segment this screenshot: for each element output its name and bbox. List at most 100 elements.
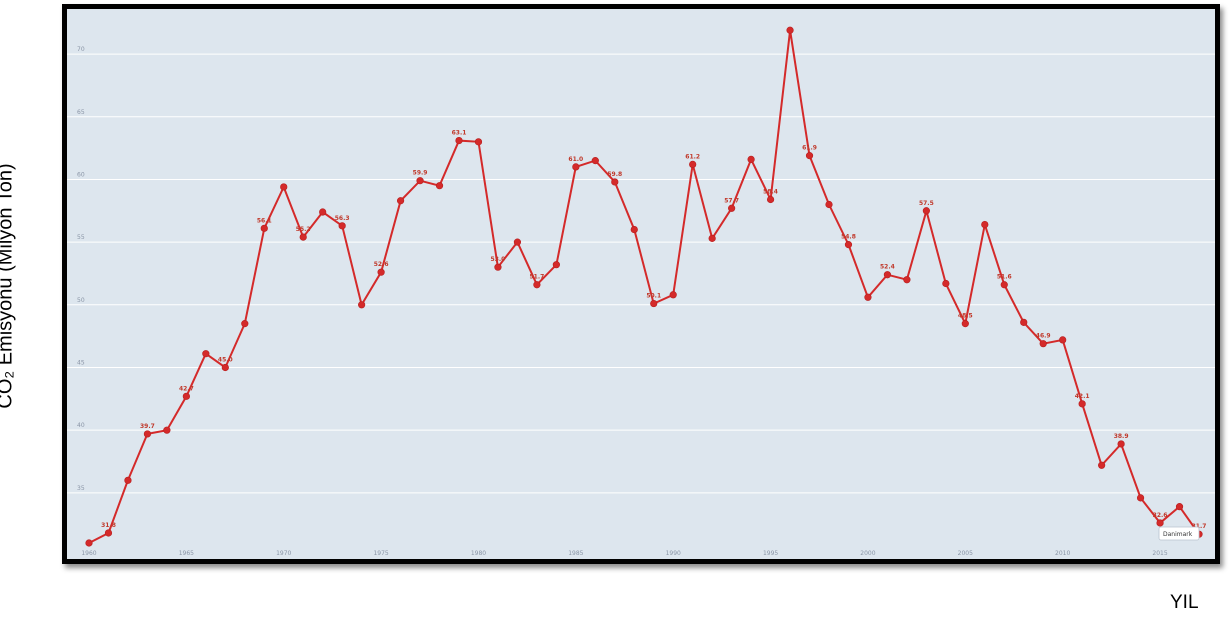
x-tick-label: 1985	[568, 550, 583, 557]
y-tick-label: 40	[77, 422, 85, 429]
x-tick-label: 1980	[471, 550, 486, 557]
data-point	[1117, 440, 1125, 448]
data-label: 50.1	[646, 293, 661, 300]
data-label: 54.8	[841, 234, 856, 241]
data-point	[981, 220, 989, 229]
data-point	[533, 281, 541, 289]
data-point	[630, 225, 638, 234]
data-point	[922, 207, 930, 215]
data-point	[377, 268, 385, 276]
x-tick-label: 1995	[763, 550, 778, 557]
data-label: 59.8	[607, 171, 622, 178]
y-tick-label: 70	[77, 46, 85, 53]
data-point	[689, 160, 697, 168]
data-labels: 31.8 39.7 42.7 45.0 56.1 55.2 56.3 52.6 59.9 63.1…	[101, 130, 1206, 531]
x-tick-label: 2005	[958, 550, 973, 557]
data-point	[182, 392, 190, 400]
data-point	[572, 163, 580, 171]
data-label: 31.7	[1192, 523, 1207, 530]
y-tick-label: 55	[77, 234, 85, 241]
data-label: 32.6	[1153, 512, 1168, 519]
y-tick-label: 35	[77, 485, 85, 492]
data-label: 61.0	[568, 156, 583, 163]
data-point	[1000, 281, 1008, 289]
data-label: 56.1	[257, 217, 272, 224]
data-point	[85, 539, 93, 547]
data-point	[1059, 336, 1067, 344]
data-label: 57.7	[724, 197, 739, 204]
data-point	[124, 476, 132, 484]
data-point	[221, 363, 229, 372]
data-point	[1175, 503, 1184, 511]
data-label: 63.1	[452, 130, 467, 137]
data-point	[552, 261, 560, 269]
plot-background	[67, 9, 1215, 559]
legend-box	[1158, 526, 1200, 541]
x-tick-label: 2000	[860, 550, 875, 557]
data-point	[143, 430, 152, 438]
data-point	[202, 350, 210, 358]
y-tick-label: 65	[77, 109, 85, 116]
x-tick-label: 1960	[81, 550, 96, 557]
legend: Danimark	[1158, 526, 1200, 541]
line-chart: 35 40 45 50 55 60 65 70 1960 1965 1970 1975 1980 198…	[67, 9, 1215, 559]
data-point	[903, 276, 911, 284]
data-point	[1136, 494, 1145, 502]
data-label: 48.5	[958, 313, 973, 320]
data-label: 58.4	[763, 188, 778, 195]
y-tick-label: 50	[77, 297, 85, 304]
data-point	[591, 157, 599, 165]
data-point	[338, 222, 346, 230]
data-point	[474, 138, 483, 146]
data-point	[805, 152, 814, 160]
data-label: 59.9	[413, 170, 428, 177]
data-point	[358, 301, 366, 309]
data-point	[1156, 519, 1164, 527]
data-label: 38.9	[1114, 433, 1129, 440]
data-point	[942, 279, 950, 288]
gridlines	[67, 53, 1215, 494]
data-label: 31.8	[101, 522, 116, 529]
data-label: 42.7	[179, 385, 194, 392]
data-point	[396, 197, 405, 205]
data-point	[747, 155, 755, 163]
data-point	[513, 238, 522, 246]
data-point	[786, 26, 794, 34]
x-tick-label: 1970	[276, 550, 291, 557]
data-point	[844, 241, 853, 249]
data-point	[299, 233, 307, 241]
data-label: 61.2	[685, 153, 700, 160]
data-label: 45.0	[218, 356, 233, 363]
data-point	[1039, 340, 1047, 348]
data-point	[669, 291, 677, 299]
data-label: 57.5	[919, 200, 934, 207]
data-point	[611, 178, 619, 186]
data-label: 51.6	[997, 274, 1012, 281]
data-point	[455, 136, 463, 145]
data-point	[728, 204, 736, 212]
y-tick-label: 45	[77, 359, 85, 366]
data-point	[280, 183, 288, 191]
data-label: 51.7	[529, 274, 544, 281]
data-point	[1078, 400, 1086, 408]
data-point	[319, 208, 327, 216]
data-point	[708, 234, 716, 242]
series-line	[88, 30, 1200, 544]
data-label: 46.9	[1036, 333, 1051, 340]
data-label: 56.3	[335, 215, 350, 222]
x-tick-label: 1965	[179, 550, 194, 557]
data-label: 39.7	[140, 423, 155, 430]
y-tick-label: 60	[77, 171, 85, 178]
data-point	[650, 299, 658, 308]
data-point	[1020, 318, 1028, 326]
x-axis-title: YIL	[1170, 592, 1199, 613]
data-label: 52.6	[374, 261, 389, 268]
x-tick-label: 2010	[1055, 550, 1070, 557]
chart-frame: 35 40 45 50 55 60 65 70 1960 1965 1970 1975 1980 198…	[62, 4, 1220, 564]
data-point	[435, 182, 444, 190]
y-axis-title-text: CO₂ Emisyonu (Milyon Ton)	[0, 163, 17, 409]
legend-label: Danimark	[1163, 531, 1193, 538]
data-point	[1098, 461, 1106, 469]
x-tick-label: 1990	[666, 550, 681, 557]
data-label: 53.0	[491, 256, 506, 263]
